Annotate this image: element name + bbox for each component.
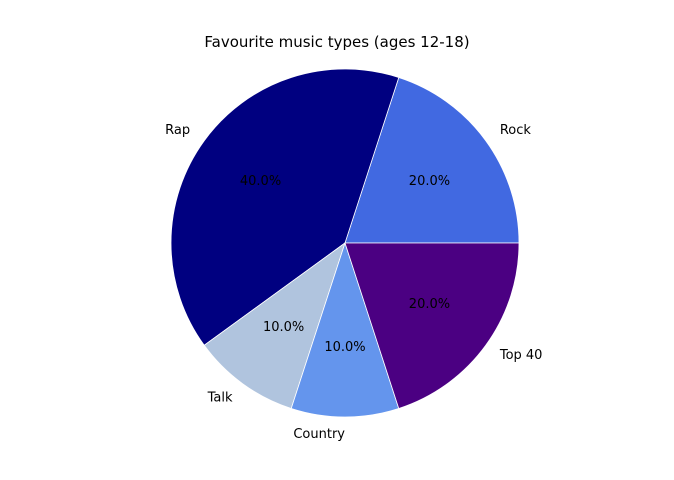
pie-slice-rock bbox=[344, 77, 520, 244]
pie-slice-top-40 bbox=[344, 242, 520, 409]
slice-label-country: Country bbox=[293, 427, 345, 442]
pie-slice-rap bbox=[170, 68, 400, 346]
slice-label-talk: Talk bbox=[207, 390, 233, 405]
pct-label-country: 10.0% bbox=[324, 340, 365, 355]
pct-label-talk: 10.0% bbox=[263, 320, 304, 335]
chart-title: Favourite music types (ages 12-18) bbox=[204, 33, 470, 51]
pie-slice-country bbox=[290, 241, 400, 418]
slice-label-top-40: Top 40 bbox=[499, 348, 543, 363]
slice-label-rock: Rock bbox=[500, 123, 532, 138]
pct-label-rap: 40.0% bbox=[240, 174, 281, 189]
pie-slice-talk bbox=[203, 241, 346, 409]
pct-label-top-40: 20.0% bbox=[409, 297, 450, 312]
pct-label-rock: 20.0% bbox=[409, 174, 450, 189]
slice-label-rap: Rap bbox=[165, 123, 190, 138]
